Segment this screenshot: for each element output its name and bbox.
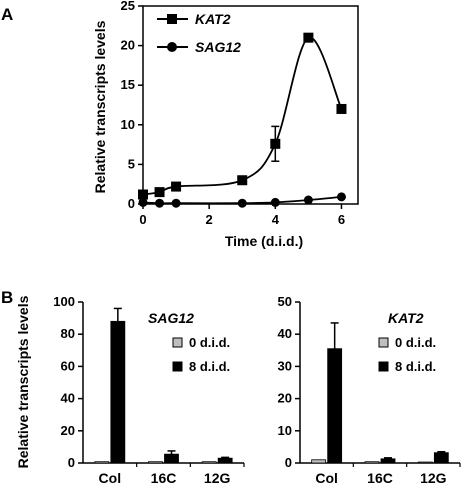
sag12-point <box>155 198 165 208</box>
kat2-point <box>138 189 148 200</box>
kat2-point <box>303 32 314 43</box>
panel-a-legend: KAT2 SAG12 <box>157 11 241 55</box>
kat2-point <box>154 187 165 198</box>
y-tick-label: 15 <box>121 77 135 92</box>
legend-kat2-label: KAT2 <box>195 11 231 27</box>
kat2-point <box>237 175 248 186</box>
y-tick-label: 40 <box>278 326 292 341</box>
y-tick-label: 25 <box>121 0 135 13</box>
y-tick-label: 0 <box>285 455 292 470</box>
panel-b-ylabel: Relative transcripts levels <box>15 295 31 468</box>
bar-12g-0did <box>201 461 217 464</box>
bar-12g-0did <box>417 461 433 464</box>
b2-xticks: Col 16C 12G <box>315 463 461 486</box>
b2-legend-0did-label: 0 d.i.d. <box>395 335 436 350</box>
bar-16c-8did <box>380 458 396 464</box>
sag12-point <box>336 192 346 202</box>
b2-bars <box>311 322 449 464</box>
b2-legend-0did-swatch <box>378 337 389 348</box>
panel-a-xlabel: Time (d.i.d.) <box>225 233 303 249</box>
bar-12g-8did <box>217 457 233 464</box>
y-tick-label: 20 <box>278 391 292 406</box>
kat2-point <box>336 103 347 114</box>
b1-legend-0did-label: 0 d.i.d. <box>189 335 230 350</box>
legend-kat2-marker <box>167 14 177 24</box>
y-tick-label: 20 <box>61 423 75 438</box>
panel-b-letter: B <box>1 288 13 307</box>
bar-16c-0did <box>148 461 163 464</box>
panel-a-ylabel: Relative transcripts levels <box>92 20 108 193</box>
x-tick-label: 12G <box>204 470 231 486</box>
bar-col-8did <box>110 320 126 464</box>
panel-b: B Relative transcripts levels 0 20 40 60 80 1… <box>1 288 461 486</box>
y-tick-label: 30 <box>278 358 292 373</box>
b1-bars <box>94 307 233 464</box>
sag12-point <box>138 197 148 207</box>
bar-16c-8did <box>164 453 179 464</box>
panel-a-series <box>138 32 347 208</box>
b1-legend-8did-label: 8 d.i.d. <box>189 359 230 374</box>
sag12-point <box>237 198 247 208</box>
panel-a-letter: A <box>1 5 13 24</box>
bar-col-0did <box>94 461 110 464</box>
y-tick-label: 0 <box>128 196 135 211</box>
b2-yticks: 0 10 20 30 40 50 <box>278 294 300 470</box>
sag12-point <box>171 198 181 208</box>
x-tick-label: 0 <box>139 212 146 227</box>
kat2-point <box>171 181 182 192</box>
panel-a-yticks: 0 5 10 15 20 25 <box>121 0 143 211</box>
panel-b-sag12: 0 20 40 60 80 100 Col 16C 12G SAG12 0 d.i.d. 8 … <box>53 294 245 486</box>
panel-a: A Relative transcripts levels Time (d.i.… <box>1 0 359 249</box>
y-tick-label: 0 <box>68 455 75 470</box>
x-tick-label: 16C <box>367 470 393 486</box>
y-tick-label: 100 <box>53 294 75 309</box>
y-tick-label: 50 <box>278 294 292 309</box>
sag12-point <box>270 197 280 207</box>
x-tick-label: Col <box>99 470 122 486</box>
x-tick-label: Col <box>315 470 338 486</box>
y-tick-label: 10 <box>278 423 292 438</box>
legend-sag12-marker <box>167 42 177 52</box>
y-tick-label: 60 <box>61 358 75 373</box>
x-tick-label: 2 <box>206 212 213 227</box>
x-tick-label: 16C <box>151 470 177 486</box>
kat2-point <box>270 138 281 149</box>
kat2-line <box>142 36 343 196</box>
b1-legend-8did-swatch <box>172 361 183 372</box>
bar-16c-0did <box>364 461 380 464</box>
y-tick-label: 20 <box>121 38 135 53</box>
y-tick-label: 40 <box>61 391 75 406</box>
bar-col-8did <box>327 348 343 464</box>
b1-xticks: Col 16C 12G <box>99 463 245 486</box>
b2-gene-label: KAT2 <box>388 310 424 326</box>
bar-col-0did <box>311 459 327 464</box>
x-tick-label: 6 <box>338 212 345 227</box>
b1-gene-label: SAG12 <box>148 310 194 326</box>
y-tick-label: 80 <box>61 326 75 341</box>
b2-legend-8did-label: 8 d.i.d. <box>395 359 436 374</box>
y-tick-label: 5 <box>128 156 135 171</box>
y-tick-label: 10 <box>121 117 135 132</box>
panel-a-plot-frame <box>142 5 359 205</box>
b1-yticks: 0 20 40 60 80 100 <box>53 294 83 470</box>
b1-legend-0did-swatch <box>172 337 183 348</box>
x-tick-label: 4 <box>272 212 280 227</box>
x-tick-label: 12G <box>420 470 447 486</box>
b2-legend: 0 d.i.d. 8 d.i.d. <box>378 335 436 374</box>
legend-sag12-label: SAG12 <box>195 39 241 55</box>
sag12-point <box>303 195 313 205</box>
bar-12g-8did <box>433 452 449 464</box>
panel-b-kat2: 0 10 20 30 40 50 Col 16C 12G KAT2 0 d.i.d. 8 d.… <box>278 294 461 486</box>
b1-legend: 0 d.i.d. 8 d.i.d. <box>172 335 230 374</box>
b2-legend-8did-swatch <box>378 361 389 372</box>
